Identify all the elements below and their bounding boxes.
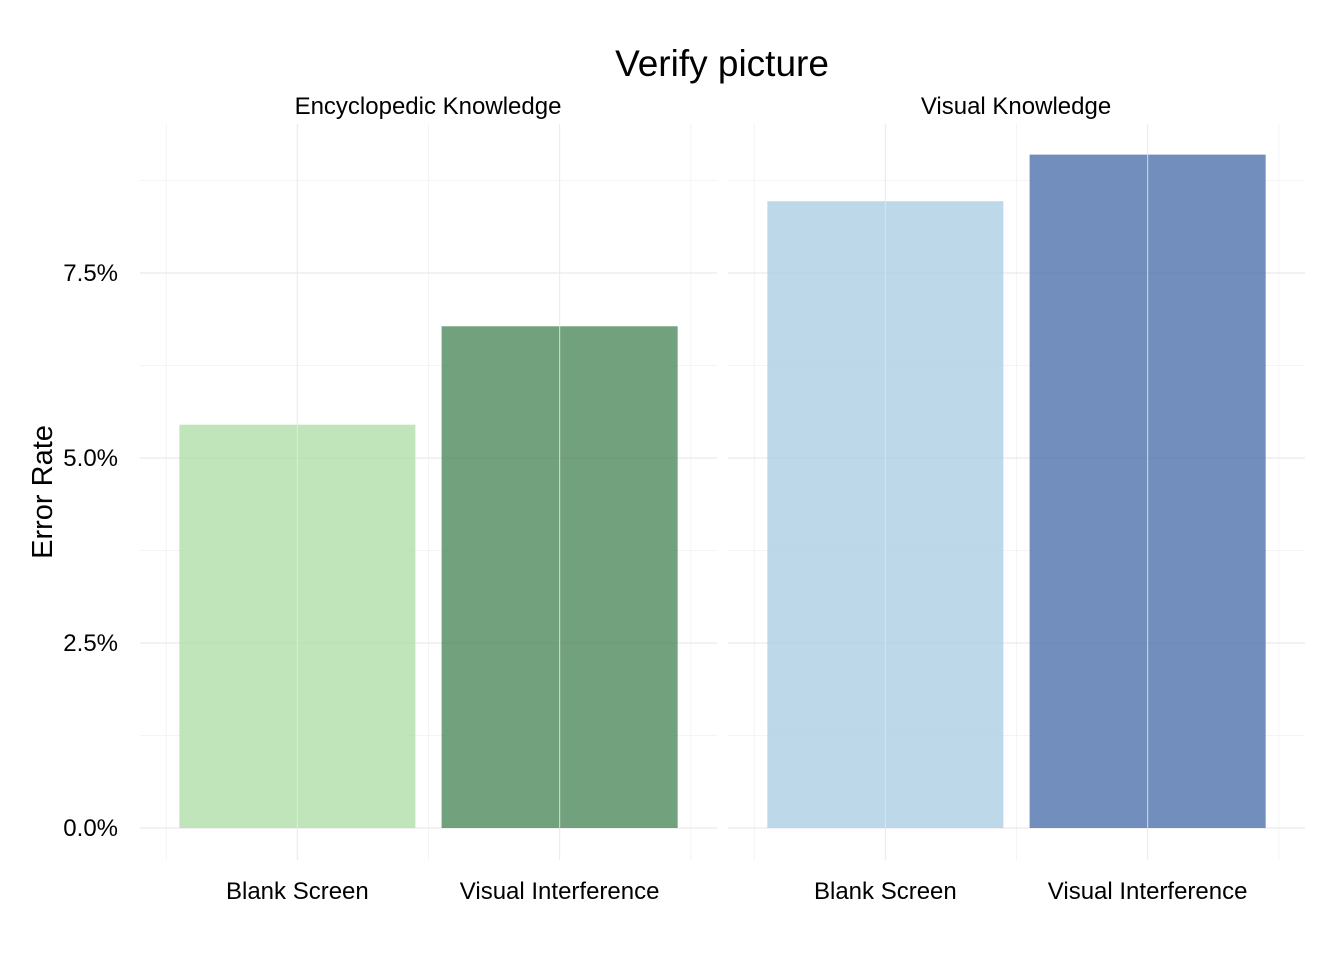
chart-title: Verify picture (615, 43, 829, 84)
y-tick-label: 0.0% (63, 815, 118, 842)
facet-panels: Blank Screen Visual Interference Encyclope… (140, 93, 1305, 905)
facet-panel: Blank Screen Visual Interference Encyclope… (140, 93, 717, 905)
y-tick-label: 5.0% (63, 445, 118, 472)
facet-label: Visual Knowledge (921, 93, 1111, 120)
x-tick-label: Visual Interference (1048, 878, 1248, 905)
x-tick-label: Blank Screen (226, 878, 369, 905)
y-tick-label: 7.5% (63, 260, 118, 287)
y-tick-label: 2.5% (63, 630, 118, 657)
y-tick-labels: 0.0% 2.5% 5.0% 7.5% (63, 260, 118, 842)
x-tick-label: Blank Screen (814, 878, 957, 905)
facet-panel: Blank Screen Visual Interference Visual Kn… (728, 93, 1305, 905)
x-tick-label: Visual Interference (460, 878, 660, 905)
facet-label: Encyclopedic Knowledge (295, 93, 562, 120)
y-axis-label: Error Rate (27, 425, 59, 559)
